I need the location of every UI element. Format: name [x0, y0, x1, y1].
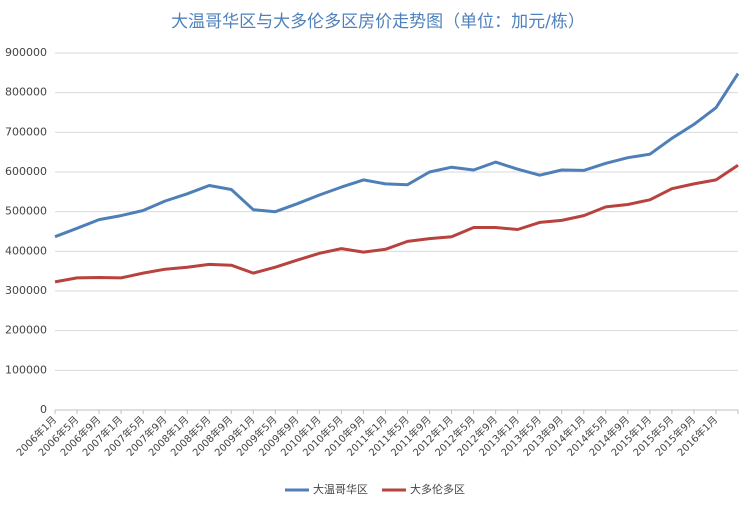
y-tick-label: 0 [40, 403, 47, 416]
y-tick-label: 700000 [5, 125, 47, 138]
series-line [54, 72, 740, 239]
y-tick-label: 300000 [5, 284, 47, 297]
y-tick-label: 200000 [5, 324, 47, 337]
y-tick-label: 400000 [5, 244, 47, 257]
y-tick-label: 900000 [5, 46, 47, 59]
y-tick-label: 100000 [5, 363, 47, 376]
legend-label: 大多伦多区 [410, 482, 465, 496]
series-line [54, 164, 739, 284]
chart-title: 大温哥华区与大多伦多区房价走势图（单位：加元/栋） [171, 12, 585, 32]
y-tick-label: 600000 [5, 165, 47, 178]
y-tick-label: 800000 [5, 86, 47, 99]
legend-label: 大温哥华区 [313, 482, 368, 496]
y-tick-label: 500000 [5, 205, 47, 218]
